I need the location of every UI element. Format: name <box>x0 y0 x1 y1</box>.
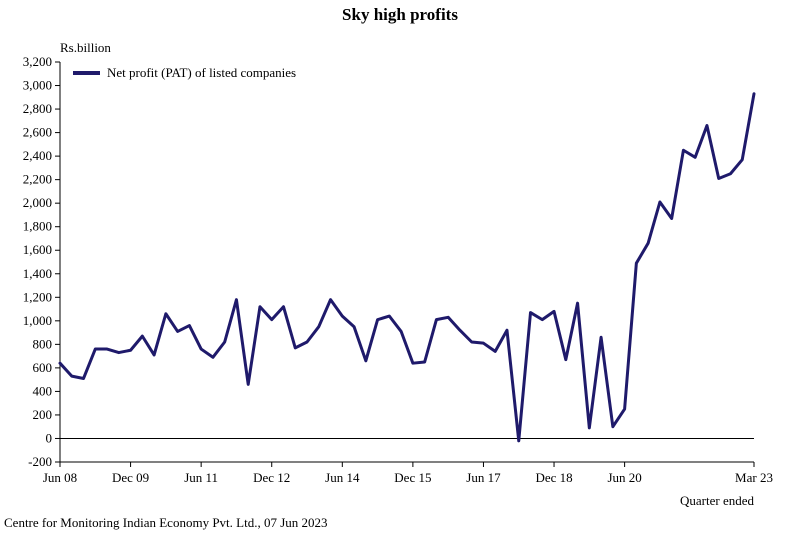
y-tick-label: 2,200 <box>23 172 52 187</box>
y-tick-label: 1,200 <box>23 289 52 304</box>
data-point <box>223 340 226 344</box>
source-note: Centre for Monitoring Indian Economy Pvt… <box>4 515 328 530</box>
data-point <box>588 426 591 430</box>
y-tick-label: 1,400 <box>23 266 52 281</box>
data-point <box>682 149 685 152</box>
legend-label: Net profit (PAT) of listed companies <box>107 65 296 80</box>
plot-area <box>58 92 756 443</box>
y-tick-label: 2,400 <box>23 148 52 163</box>
data-point <box>411 361 415 365</box>
data-point <box>505 329 509 332</box>
chart-title: Sky high profits <box>342 5 458 24</box>
x-axis-label: Quarter ended <box>680 493 754 508</box>
data-point <box>82 377 85 380</box>
data-point <box>282 305 285 308</box>
data-point <box>164 312 168 315</box>
x-tick-label: Mar 23 <box>735 470 773 485</box>
data-point <box>717 177 720 180</box>
data-point <box>517 439 520 443</box>
y-tick-label: 1,600 <box>23 242 52 257</box>
data-point <box>752 92 756 95</box>
data-point <box>305 340 309 344</box>
data-point <box>235 298 238 301</box>
data-point <box>599 336 603 339</box>
data-point <box>446 316 450 319</box>
data-point <box>611 425 615 428</box>
data-point <box>470 340 473 344</box>
data-point <box>258 305 262 308</box>
data-point <box>70 374 73 378</box>
x-axis: Jun 08 Dec 09 Jun 11 Dec 12 Jun 14 Dec 15 Jun … <box>43 461 773 485</box>
data-point <box>364 359 368 363</box>
y-tick-label: 600 <box>33 360 53 375</box>
data-point <box>129 349 132 352</box>
y-tick-label: 0 <box>46 430 53 445</box>
series-line-net-profit <box>58 92 756 443</box>
data-point <box>399 330 403 333</box>
data-point <box>482 341 485 345</box>
data-point <box>552 310 556 313</box>
data-point <box>388 314 391 318</box>
y-tick-label: 800 <box>33 336 53 351</box>
x-tick-label: Jun 08 <box>43 470 77 485</box>
data-point <box>294 346 297 350</box>
y-tick-label: -200 <box>28 454 52 469</box>
data-point <box>658 200 662 204</box>
data-point <box>341 314 344 318</box>
data-point <box>646 241 650 245</box>
x-tick-label: Dec 15 <box>394 470 431 485</box>
y-tick-label: 1,000 <box>23 313 52 328</box>
data-point <box>423 360 426 364</box>
data-point <box>176 330 179 333</box>
y-axis-unit-label: Rs.billion <box>60 40 111 55</box>
x-tick-label: Jun 14 <box>325 470 360 485</box>
data-point <box>705 124 709 127</box>
data-point <box>317 325 320 328</box>
y-tick-label: 1,800 <box>23 219 52 234</box>
data-point <box>529 311 532 314</box>
y-tick-label: 2,600 <box>23 125 52 140</box>
y-tick-label: 3,000 <box>23 78 52 93</box>
data-point <box>635 261 638 265</box>
y-tick-label: 200 <box>33 407 53 422</box>
data-point <box>435 318 438 321</box>
data-point <box>117 351 121 354</box>
x-tick-label: Jun 17 <box>466 470 501 485</box>
data-point <box>623 407 626 411</box>
y-tick-label: 3,200 <box>23 54 52 69</box>
data-point <box>576 301 579 305</box>
data-point <box>329 298 332 301</box>
data-point <box>741 158 744 161</box>
legend: Net profit (PAT) of listed companies <box>73 65 296 80</box>
data-point <box>458 329 462 332</box>
data-point <box>141 334 144 338</box>
x-tick-label: Dec 18 <box>535 470 572 485</box>
y-tick-label: 2,000 <box>23 195 52 210</box>
y-tick-label: 2,800 <box>23 101 52 116</box>
data-point <box>58 361 62 365</box>
x-tick-label: Dec 09 <box>112 470 149 485</box>
data-point <box>188 324 191 327</box>
data-point <box>270 318 273 321</box>
data-point <box>376 318 379 321</box>
x-tick-label: Dec 12 <box>253 470 290 485</box>
data-point <box>541 318 544 321</box>
data-point <box>211 356 215 359</box>
data-point <box>729 172 732 175</box>
data-point <box>693 156 697 159</box>
data-point <box>247 383 250 386</box>
data-point <box>199 347 203 351</box>
data-point <box>494 350 497 353</box>
data-point <box>94 347 97 351</box>
y-tick-label: 400 <box>33 383 53 398</box>
x-tick-label: Jun 20 <box>607 470 641 485</box>
data-point <box>352 325 356 328</box>
data-point <box>564 358 567 361</box>
x-tick-label: Jun 11 <box>184 470 218 485</box>
data-point <box>670 217 673 220</box>
data-point <box>152 353 156 357</box>
y-axis: -200 0 200 400 600 800 1,000 1,200 1,400 1,600 1,8… <box>23 54 61 469</box>
data-point <box>105 347 109 351</box>
